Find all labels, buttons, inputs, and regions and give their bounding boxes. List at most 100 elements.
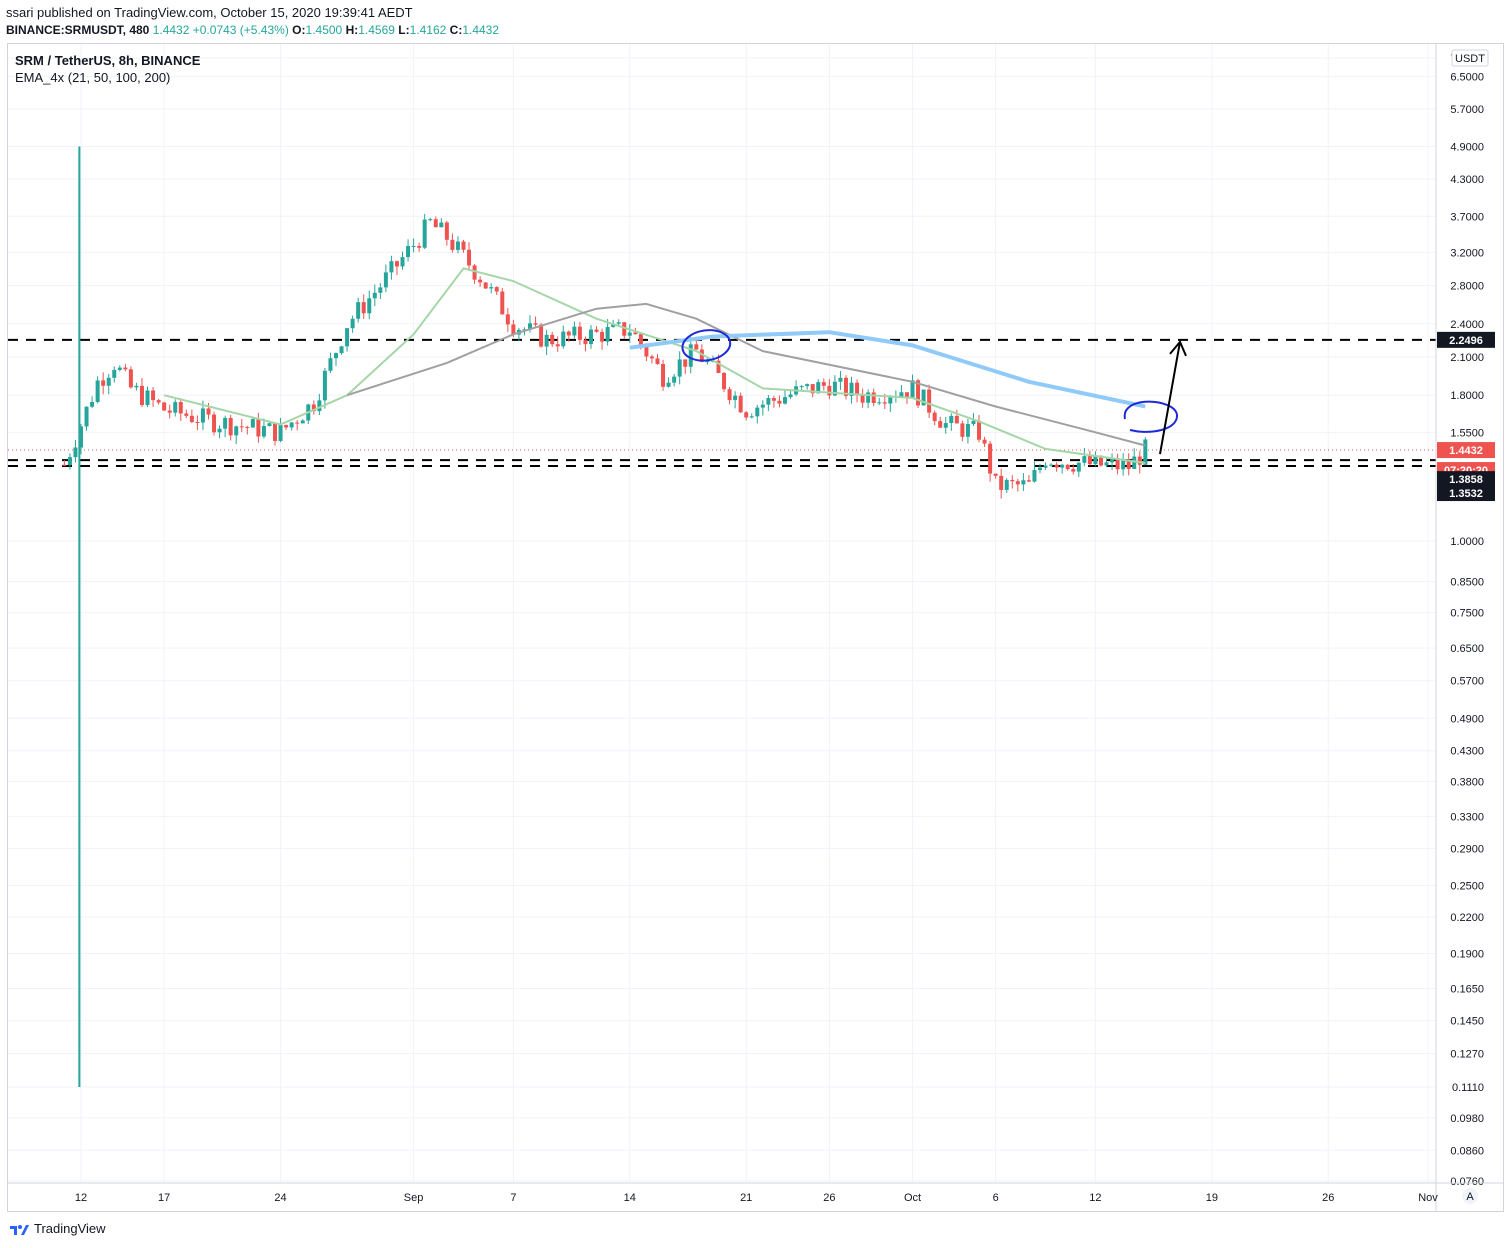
candle-down [195, 415, 200, 431]
candle-up [428, 217, 433, 222]
candle-body [539, 324, 544, 347]
candle-body [533, 323, 538, 325]
candle-body [217, 428, 222, 433]
target-arrow [1159, 341, 1181, 455]
candle-down [938, 416, 943, 428]
candle-up [1082, 447, 1087, 467]
tradingview-logo[interactable]: TradingView [8, 1221, 106, 1236]
open-value: 1.4500 [305, 23, 343, 37]
candle-up [406, 239, 411, 262]
candle-body [1132, 456, 1137, 469]
candle-body [339, 346, 344, 354]
candle-body [223, 417, 228, 429]
time-tick-label: 7 [510, 1192, 516, 1204]
candle-down [649, 354, 654, 364]
candle-body [611, 323, 616, 327]
candle-up [1121, 453, 1126, 476]
candle-up [73, 439, 78, 463]
candle-down [954, 409, 959, 424]
candle-body [627, 332, 632, 336]
candle-down [999, 468, 1004, 499]
candle-body [661, 364, 666, 387]
candle-down [505, 308, 510, 332]
candle-body [921, 389, 926, 406]
candle-body [167, 410, 172, 413]
candle-down [722, 371, 727, 393]
candle-up [383, 264, 388, 293]
candle-body [805, 384, 810, 387]
candle-down [1126, 453, 1131, 476]
candle-body [1121, 460, 1126, 470]
candle-body [79, 426, 83, 448]
time-tick-label: 14 [624, 1192, 636, 1204]
candle-body [649, 356, 654, 359]
candle-body [511, 324, 516, 335]
candle-body [101, 380, 106, 386]
candle-body [744, 412, 749, 418]
candle-body [184, 413, 189, 416]
candle-down [167, 404, 172, 419]
candle-down [539, 322, 544, 348]
price-tick-label: 6.5000 [1450, 71, 1484, 83]
candle-body [433, 219, 438, 228]
price-tag-level-low-bg [1437, 485, 1495, 502]
price-tick-label: 4.3000 [1450, 174, 1484, 186]
candle-down [478, 276, 483, 287]
candle-down [550, 331, 555, 348]
price-tag-level-low: 1.3532 [1449, 488, 1483, 500]
candle-up [1021, 473, 1026, 491]
candle-body [505, 314, 510, 325]
time-tick-label: 21 [740, 1192, 752, 1204]
candle-down [245, 425, 250, 435]
candle-up [400, 251, 405, 270]
candle-body [189, 415, 194, 423]
candle-down [622, 321, 627, 339]
candle-down [239, 418, 244, 433]
candle-body [977, 420, 982, 440]
candle-down [433, 216, 438, 228]
candle-up [949, 413, 954, 431]
candle-up [877, 397, 882, 406]
candle-down [855, 379, 860, 403]
candle-down [139, 377, 144, 408]
candle-up [627, 324, 632, 343]
price-tick-label: 2.4000 [1450, 319, 1484, 331]
price-tick-label: 0.0760 [1450, 1176, 1484, 1188]
candle-body [212, 414, 217, 433]
candle-up [749, 413, 754, 419]
candle-body [993, 473, 998, 476]
candle-body [145, 390, 150, 405]
candle-down [189, 409, 194, 424]
candle-body [633, 332, 638, 335]
candle-up [223, 415, 228, 438]
candle-down [467, 242, 472, 271]
price-tick-label: 0.1900 [1450, 948, 1484, 960]
candle-up [799, 385, 804, 391]
candle-down [1065, 464, 1070, 471]
low-label: L: [398, 23, 410, 37]
candle-up [1110, 453, 1115, 471]
candle-body [356, 302, 361, 319]
candle-body [239, 426, 244, 428]
candle-body [755, 407, 760, 417]
candle-down [156, 398, 161, 405]
candle-down [256, 412, 261, 443]
candle-body [1060, 464, 1065, 468]
candle-body [394, 261, 399, 267]
candle-body [317, 400, 322, 412]
candle-body [1126, 460, 1131, 469]
candle-body [827, 385, 832, 396]
price-tick-label: 2.8000 [1450, 281, 1484, 293]
indicator-legend[interactable]: EMA_4x (21, 50, 100, 200) [15, 70, 171, 85]
candle-body [600, 331, 605, 342]
candle-body [838, 377, 843, 382]
candle-body [888, 397, 893, 404]
price-tick-label: 0.7500 [1450, 608, 1484, 620]
target-arrow-head [1169, 339, 1187, 357]
candle-down [444, 220, 449, 246]
ema-50-line [346, 302, 1146, 447]
candle-body [245, 426, 250, 428]
chart-pane[interactable] [7, 43, 1504, 1212]
candle-down [394, 260, 399, 276]
